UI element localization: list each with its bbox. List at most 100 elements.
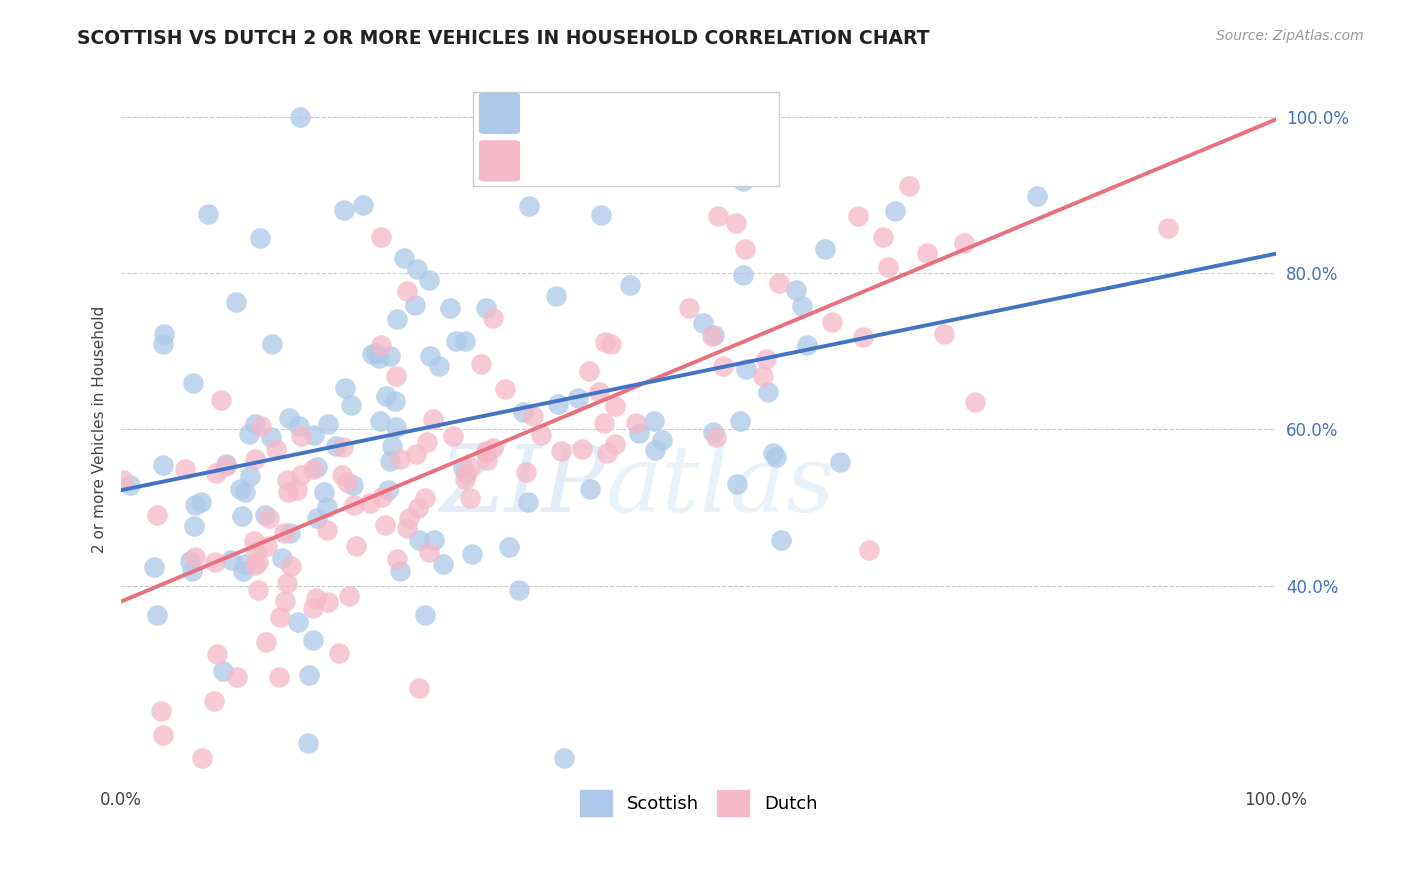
- Point: [405, 262, 427, 277]
- Point: [352, 198, 374, 212]
- Point: [422, 412, 444, 426]
- Point: [212, 664, 235, 678]
- Point: [494, 382, 516, 396]
- Point: [153, 326, 176, 341]
- Point: [325, 439, 347, 453]
- Point: [406, 500, 429, 515]
- Point: [423, 533, 446, 547]
- Point: [385, 368, 408, 383]
- Point: [204, 467, 226, 481]
- Point: [720, 110, 742, 124]
- Point: [475, 444, 498, 458]
- Point: [603, 437, 626, 451]
- Point: [1026, 189, 1049, 203]
- Point: [953, 236, 976, 251]
- Point: [769, 533, 792, 547]
- Point: [247, 582, 270, 597]
- Point: [146, 508, 169, 523]
- Point: [711, 359, 734, 374]
- Point: [238, 427, 260, 442]
- Point: [439, 301, 461, 316]
- Point: [482, 311, 505, 326]
- Point: [418, 545, 440, 559]
- Point: [415, 434, 437, 449]
- Point: [578, 482, 600, 496]
- Point: [384, 393, 406, 408]
- Point: [111, 473, 134, 487]
- Legend: Scottish, Dutch: Scottish, Dutch: [571, 781, 827, 825]
- Point: [432, 558, 454, 572]
- Point: [243, 533, 266, 548]
- Point: [550, 443, 572, 458]
- Point: [374, 517, 396, 532]
- Point: [276, 473, 298, 487]
- Point: [149, 704, 172, 718]
- Point: [274, 593, 297, 607]
- Point: [336, 475, 359, 489]
- Point: [297, 736, 319, 750]
- Point: [515, 466, 537, 480]
- Point: [830, 455, 852, 469]
- Point: [202, 694, 225, 708]
- Point: [498, 541, 520, 555]
- Point: [702, 328, 724, 343]
- Point: [302, 462, 325, 476]
- Point: [796, 337, 818, 351]
- Point: [762, 446, 785, 460]
- Point: [1157, 221, 1180, 235]
- Point: [475, 301, 498, 315]
- Point: [678, 301, 700, 316]
- Point: [335, 381, 357, 395]
- Point: [724, 216, 747, 230]
- Point: [207, 647, 229, 661]
- Point: [302, 632, 325, 647]
- Point: [730, 414, 752, 428]
- Point: [385, 312, 408, 326]
- Point: [305, 460, 328, 475]
- Point: [392, 251, 415, 265]
- Point: [290, 428, 312, 442]
- Point: [332, 440, 354, 454]
- Point: [385, 419, 408, 434]
- Point: [644, 443, 666, 458]
- Point: [378, 454, 401, 468]
- Point: [704, 430, 727, 444]
- Point: [219, 553, 242, 567]
- Point: [314, 485, 336, 500]
- Point: [276, 576, 298, 591]
- Point: [301, 601, 323, 615]
- Point: [858, 542, 880, 557]
- Point: [388, 564, 411, 578]
- Point: [215, 457, 238, 471]
- Point: [243, 417, 266, 431]
- Point: [821, 315, 844, 329]
- Point: [441, 428, 464, 442]
- Point: [377, 483, 399, 497]
- Point: [269, 609, 291, 624]
- Point: [179, 553, 201, 567]
- Point: [852, 330, 875, 344]
- Point: [366, 346, 388, 360]
- Point: [413, 491, 436, 506]
- Point: [340, 398, 363, 412]
- Point: [605, 399, 627, 413]
- Point: [361, 347, 384, 361]
- Point: [396, 521, 419, 535]
- Point: [413, 607, 436, 622]
- Point: [333, 203, 356, 218]
- Point: [692, 316, 714, 330]
- Point: [375, 389, 398, 403]
- Point: [190, 495, 212, 509]
- Point: [259, 511, 281, 525]
- Point: [517, 199, 540, 213]
- Point: [768, 276, 790, 290]
- Point: [245, 544, 267, 558]
- Point: [651, 433, 673, 447]
- Point: [273, 526, 295, 541]
- Point: [247, 556, 270, 570]
- Point: [389, 451, 412, 466]
- Point: [316, 500, 339, 515]
- Point: [707, 210, 730, 224]
- Point: [381, 438, 404, 452]
- Point: [408, 533, 430, 547]
